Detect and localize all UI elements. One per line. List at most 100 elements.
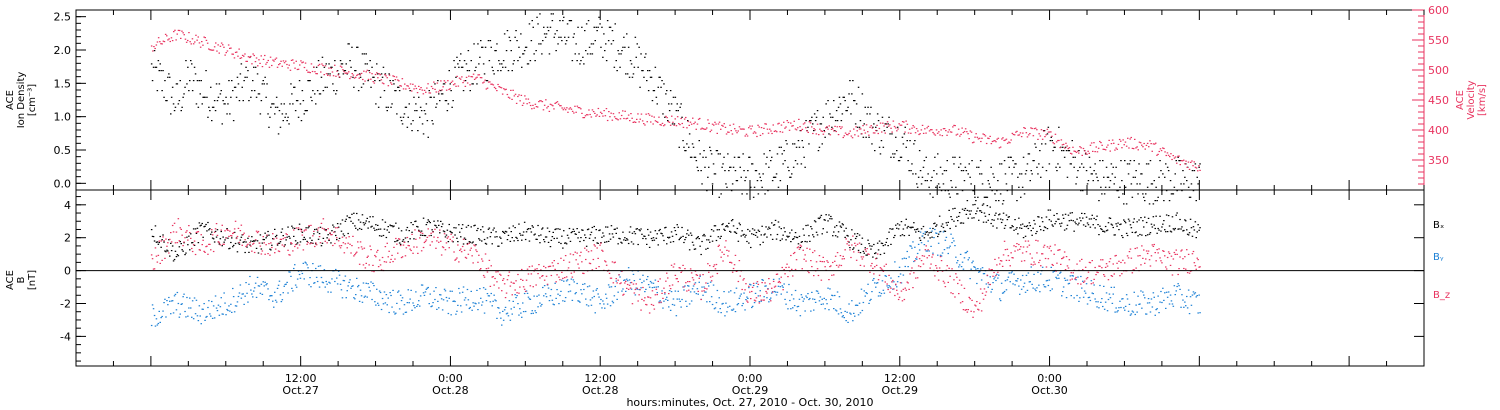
bz-points-point <box>726 249 728 251</box>
by-points-point <box>554 282 556 284</box>
bz-points-point <box>613 262 616 264</box>
density-points-point <box>906 140 908 142</box>
density-points-point <box>201 103 203 105</box>
by-points-point <box>295 286 298 288</box>
velocity-points-point <box>259 62 261 64</box>
density-points-point <box>462 90 465 92</box>
density-points-point <box>153 50 156 52</box>
velocity-points-point <box>793 120 795 122</box>
velocity-points-point <box>369 72 371 74</box>
velocity-points-point <box>589 113 591 116</box>
by-points-point <box>779 286 782 288</box>
bz-points-point <box>236 235 239 238</box>
density-points-point <box>231 80 233 82</box>
by-points-point <box>313 282 315 284</box>
bx-points-point <box>336 239 338 241</box>
velocity-points-point <box>341 66 343 68</box>
bz-points-point <box>610 277 613 279</box>
bz-points-point <box>182 245 184 247</box>
density-points-point <box>173 110 176 112</box>
bx-points-point <box>985 221 988 223</box>
by-points-point <box>1142 291 1144 293</box>
bz-points-point <box>722 260 724 262</box>
velocity-points-point <box>338 76 341 78</box>
by-points-point <box>403 304 406 306</box>
bx-points-point <box>480 229 482 231</box>
bx-points-point <box>152 236 155 238</box>
by-points-point <box>1190 304 1193 306</box>
velocity-points-point <box>394 79 397 81</box>
velocity-points-point <box>225 52 227 54</box>
velocity-points-point <box>917 130 919 132</box>
velocity-points-point <box>404 83 406 85</box>
bz-points-point <box>555 281 557 283</box>
velocity-points-point <box>669 124 672 126</box>
bx-points-point <box>1161 226 1163 228</box>
density-points-point <box>1145 193 1147 195</box>
bz-points-point <box>185 231 187 233</box>
velocity-points-point <box>597 107 600 110</box>
density-points-point <box>579 63 581 65</box>
bz-points-point <box>568 261 571 263</box>
bz-points-point <box>563 259 565 261</box>
velocity-points-point <box>278 64 280 66</box>
velocity-points-point <box>199 46 202 48</box>
bz-points-point <box>759 295 761 297</box>
by-points-point <box>867 283 869 285</box>
by-points-point <box>1062 291 1064 293</box>
bx-points-point <box>946 224 948 226</box>
density-points-point <box>1082 166 1085 168</box>
by-points-point <box>876 282 879 284</box>
velocity-points-point <box>910 132 912 134</box>
bx-points-point <box>914 229 916 231</box>
by-points-point <box>260 283 263 285</box>
bx-points-point <box>644 235 646 237</box>
bx-points-point <box>1024 235 1027 237</box>
density-points-point <box>834 120 837 122</box>
density-points-point <box>259 113 262 115</box>
bx-points-point <box>375 224 377 226</box>
by-points-point <box>199 315 201 317</box>
bz-points-point <box>422 246 425 249</box>
bx-points-point <box>924 233 927 235</box>
velocity-points-point <box>286 63 288 66</box>
velocity-points-point <box>336 70 338 72</box>
density-points-point <box>939 166 942 168</box>
bz-points-point <box>778 280 781 282</box>
density-points-point <box>676 103 678 105</box>
density-points-point <box>452 100 454 102</box>
by-points-point <box>456 310 458 312</box>
density-points-point <box>675 110 678 112</box>
density-points-point <box>348 43 350 45</box>
by-points-point <box>312 263 314 265</box>
velocity-points-point <box>645 113 647 115</box>
density-points-point <box>1165 190 1168 192</box>
bx-points-point <box>981 204 984 206</box>
bx-points-point <box>584 234 586 236</box>
bx-points-point <box>856 233 859 235</box>
by-points-point <box>1116 311 1118 313</box>
bz-points-point <box>709 265 711 267</box>
bx-points-point <box>674 230 677 232</box>
density-points-point <box>1081 163 1083 165</box>
bx-points-point <box>801 241 803 243</box>
by-points-point <box>373 285 375 287</box>
bx-points-point <box>1145 235 1147 237</box>
by-points-point <box>401 297 404 299</box>
density-points-point <box>581 26 583 28</box>
by-points-point <box>223 292 225 294</box>
by-points-point <box>1059 272 1061 274</box>
bx-points-point <box>965 213 968 215</box>
velocity-points-point <box>1139 142 1142 144</box>
bz-points-point <box>605 264 608 266</box>
by-points-point <box>733 292 736 294</box>
bx-points-point <box>696 237 699 239</box>
bx-points-point <box>668 236 671 238</box>
bx-points-point <box>464 238 467 240</box>
velocity-points-point <box>413 88 415 90</box>
density-points-point <box>244 76 246 78</box>
by-points-point <box>1041 266 1044 268</box>
by-points-point <box>720 312 722 314</box>
bx-points-point <box>784 231 786 233</box>
bz-points-point <box>365 262 367 264</box>
